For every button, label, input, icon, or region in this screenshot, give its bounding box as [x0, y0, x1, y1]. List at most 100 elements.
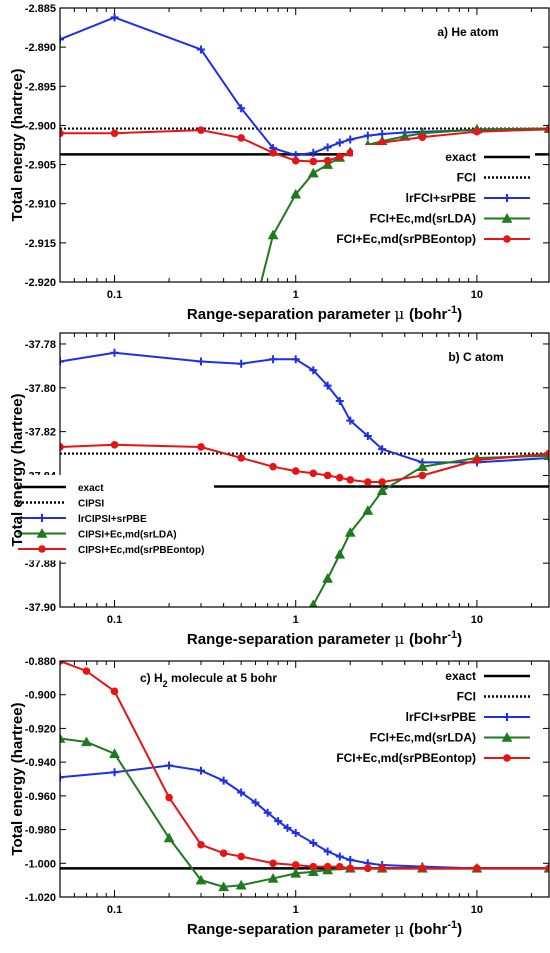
data-point [197, 443, 205, 451]
y-tick-label: -37.78 [25, 339, 56, 351]
data-point [218, 881, 230, 892]
data-point [219, 849, 228, 857]
panel-label: c) H2 molecule at 5 bohr [140, 671, 277, 689]
series-line-0 [60, 764, 549, 870]
legend-label: lrFCI+srPBE [406, 710, 476, 724]
data-point [418, 471, 427, 480]
data-point [165, 761, 174, 770]
data-point [269, 355, 278, 364]
data-point [309, 469, 318, 478]
x-axis-label: Range-separation parameter μ (bohr-1) [187, 629, 462, 648]
data-point [291, 828, 300, 837]
data-point [267, 872, 279, 883]
data-point [196, 357, 205, 366]
data-point [60, 733, 66, 743]
legend-label: FCI+Ec,md(srPBEontop) [336, 751, 476, 765]
data-point [346, 855, 355, 864]
x-tick-label: 1 [293, 614, 299, 626]
data-point [60, 129, 64, 138]
data-point [110, 129, 119, 138]
data-point [197, 126, 205, 134]
data-point [362, 505, 374, 515]
y-tick-label: -0.960 [25, 791, 56, 803]
legend-label: FCI [457, 171, 476, 185]
legend-label: FCI+Ec,md(srLDA) [370, 212, 476, 226]
data-point [418, 133, 427, 141]
data-point [363, 432, 372, 441]
plot-area [60, 13, 549, 282]
data-point [346, 149, 355, 157]
data-point [165, 793, 173, 802]
data-point [237, 788, 246, 797]
chart-panel-3: -0.880 -0.900 -0.920 -0.940 -0.960 -0.980 -1.0… [9, 656, 550, 938]
data-point [335, 138, 344, 147]
legend-marker [503, 235, 511, 243]
data-point [364, 478, 372, 486]
data-point [322, 572, 334, 583]
plot-frame [59, 7, 550, 283]
y-tick-label: -37.90 [25, 602, 56, 614]
y-tick-label: -1.020 [25, 892, 56, 904]
legend-label: exact [78, 483, 104, 494]
data-point [237, 134, 245, 142]
data-point [323, 471, 332, 480]
series-line-1 [308, 454, 549, 607]
legend-label: FCI [457, 690, 476, 704]
data-point [237, 454, 245, 462]
legend-label: lrFCI+srPBE [406, 191, 476, 205]
plot-frame [59, 660, 550, 898]
data-point [323, 156, 332, 165]
legend-label: exact [445, 150, 476, 164]
data-point [323, 847, 332, 856]
legend-label: CIPSI+Ec,md(srPBEontop) [78, 545, 204, 556]
data-point [197, 840, 205, 849]
data-point [237, 359, 246, 368]
data-point [60, 773, 64, 782]
legend-label: FCI+Ec,md(srLDA) [370, 731, 476, 745]
panel-label: b) C atom [448, 350, 503, 364]
legend-marker [501, 212, 513, 223]
legend-marker [503, 713, 511, 721]
legend-marker [38, 545, 46, 553]
legend-label: lrCIPSI+srPBE [78, 514, 147, 525]
legend-label: CIPSI [78, 499, 104, 510]
x-tick-label: 0.1 [107, 904, 122, 916]
legend-marker [503, 754, 511, 762]
data-point [378, 864, 386, 873]
y-tick-label: -0.940 [25, 757, 56, 769]
data-point [274, 817, 283, 826]
data-point [309, 862, 318, 871]
series-line-0 [60, 16, 549, 157]
data-point [335, 862, 344, 871]
y-tick-label: -2.910 [25, 199, 56, 211]
data-point [291, 156, 300, 165]
data-point [60, 443, 64, 451]
data-point [334, 548, 346, 559]
y-tick-label: -2.915 [25, 238, 56, 250]
y-tick-label: -2.890 [25, 42, 56, 54]
data-point [110, 687, 119, 696]
y-axis-label: Total energy (hartree) [9, 702, 26, 855]
data-point [473, 456, 481, 464]
plot-frame [59, 332, 550, 608]
chart-panel-1: -2.885 -2.890 -2.895 -2.900 -2.905 -2.910 -2.9… [9, 3, 550, 323]
data-point [60, 661, 64, 665]
data-point [110, 440, 119, 449]
data-point [545, 864, 549, 873]
legend-label: exact [445, 669, 476, 683]
y-tick-label: -2.905 [25, 160, 56, 172]
y-tick-label: -0.920 [25, 723, 56, 735]
data-point [378, 138, 386, 147]
data-point [235, 879, 247, 890]
data-point [81, 736, 92, 747]
legend-marker [36, 527, 48, 538]
data-point [307, 167, 319, 178]
data-point [346, 416, 355, 425]
data-point [309, 148, 318, 157]
data-point [269, 462, 277, 471]
data-point [307, 866, 319, 876]
data-point [363, 131, 372, 140]
data-point [283, 823, 292, 832]
y-axis-label: Total energy (hartree) [9, 68, 26, 221]
